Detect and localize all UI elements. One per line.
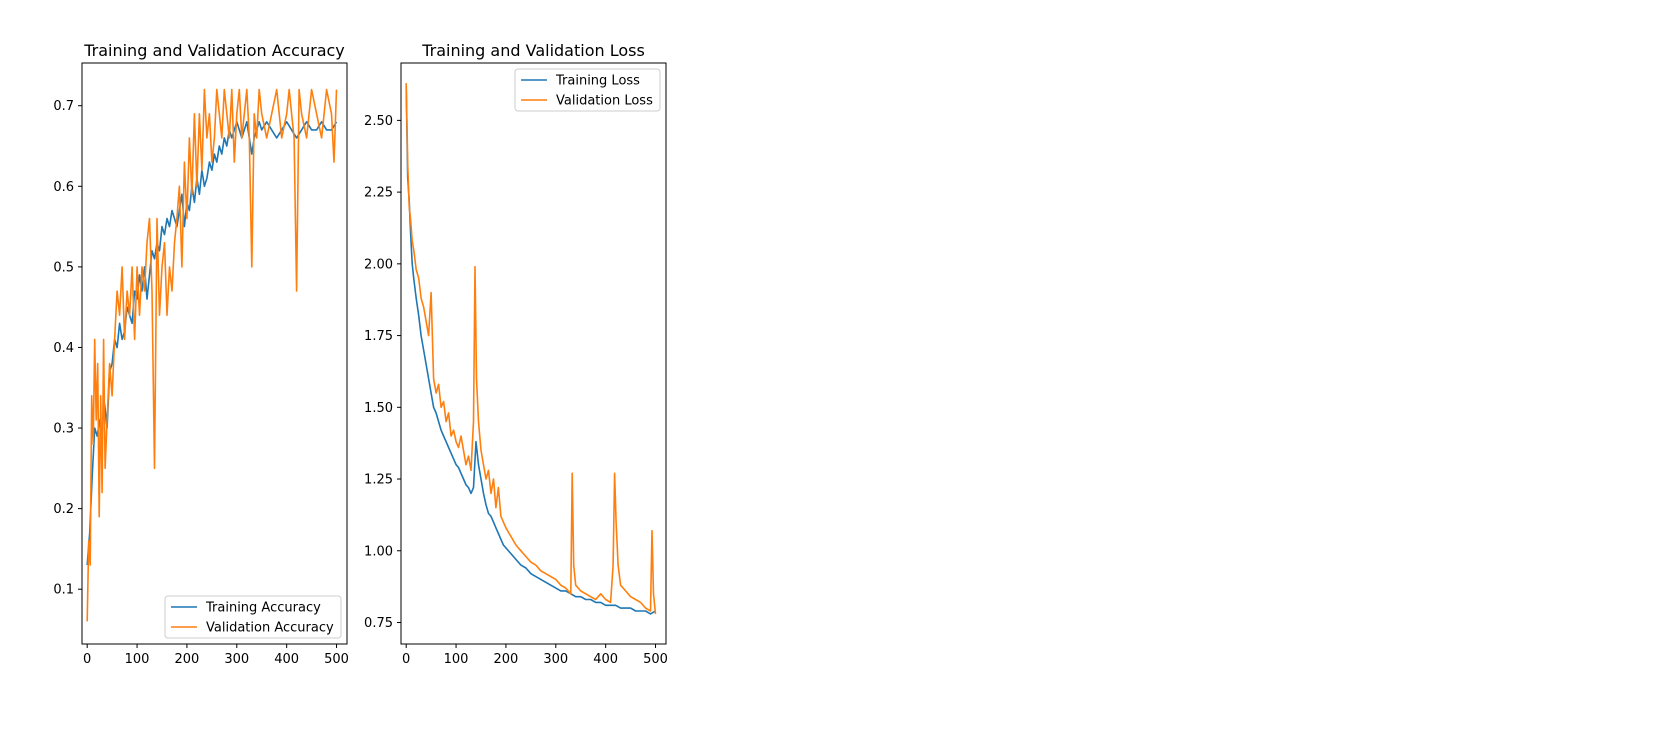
loss-y-tick-label: 2.25 <box>364 186 393 201</box>
loss-y-tick-label: 1.25 <box>364 473 393 488</box>
accuracy-chart-title: Training and Validation Accuracy <box>83 41 345 60</box>
loss-x-tick-label: 400 <box>593 652 618 667</box>
accuracy-series-training <box>86 121 338 566</box>
loss-legend: Training Loss Validation Loss <box>514 68 661 112</box>
accuracy-y-tick-label: 0.4 <box>53 341 74 356</box>
loss-plot-area: 0 100 200 300 400 500 0.75 1.00 1.25 1.50 1.75 2.00… <box>364 62 668 667</box>
accuracy-x-tick-label: 0 <box>83 652 91 667</box>
loss-chart: Training and Validation Loss 0 100 200 300 4… <box>364 41 668 667</box>
loss-x-tick-label: 300 <box>543 652 568 667</box>
accuracy-plot-area: 0 100 200 300 400 500 0.1 0.2 0.3 0.4 0.5 0.6 0.7 Tra… <box>53 62 349 667</box>
accuracy-y-tick-label: 0.7 <box>53 99 74 114</box>
loss-x-tick-label: 100 <box>444 652 469 667</box>
loss-y-tick-label: 2.00 <box>364 257 393 272</box>
loss-series-validation <box>405 83 657 614</box>
loss-x-tick-label: 0 <box>402 652 410 667</box>
accuracy-y-tick-label: 0.2 <box>53 502 74 517</box>
accuracy-x-tick-label: 100 <box>125 652 150 667</box>
accuracy-x-tick-label: 400 <box>274 652 299 667</box>
loss-y-tick-label: 1.75 <box>364 329 393 344</box>
loss-series-training <box>405 85 656 615</box>
loss-y-tick-label: 1.00 <box>364 544 393 559</box>
accuracy-chart: Training and Validation Accuracy 0 100 200… <box>53 41 349 667</box>
loss-legend-box <box>514 68 661 112</box>
accuracy-legend-label: Validation Accuracy <box>206 621 334 636</box>
loss-y-tick-label: 1.50 <box>364 401 393 416</box>
accuracy-series-validation <box>86 88 338 622</box>
loss-legend-label: Training Loss <box>555 74 640 89</box>
loss-axes-frame <box>400 62 667 645</box>
accuracy-x-tick-label: 500 <box>324 652 349 667</box>
accuracy-y-tick-label: 0.5 <box>53 260 74 275</box>
accuracy-y-tick-label: 0.1 <box>53 583 74 598</box>
loss-x-tick-label: 200 <box>494 652 519 667</box>
loss-x-tick-label: 500 <box>643 652 668 667</box>
accuracy-legend-box <box>164 595 342 639</box>
loss-y-tick-label: 0.75 <box>364 616 393 631</box>
loss-y-tick-label: 2.50 <box>364 114 393 129</box>
loss-chart-title: Training and Validation Loss <box>421 41 645 60</box>
accuracy-legend: Training Accuracy Validation Accuracy <box>164 595 342 639</box>
accuracy-legend-label: Training Accuracy <box>205 601 321 616</box>
accuracy-x-tick-label: 300 <box>224 652 249 667</box>
accuracy-y-tick-label: 0.3 <box>53 422 74 437</box>
accuracy-y-tick-label: 0.6 <box>53 180 74 195</box>
loss-legend-label: Validation Loss <box>556 94 653 109</box>
accuracy-axes-frame <box>81 62 348 645</box>
accuracy-x-tick-label: 200 <box>175 652 200 667</box>
